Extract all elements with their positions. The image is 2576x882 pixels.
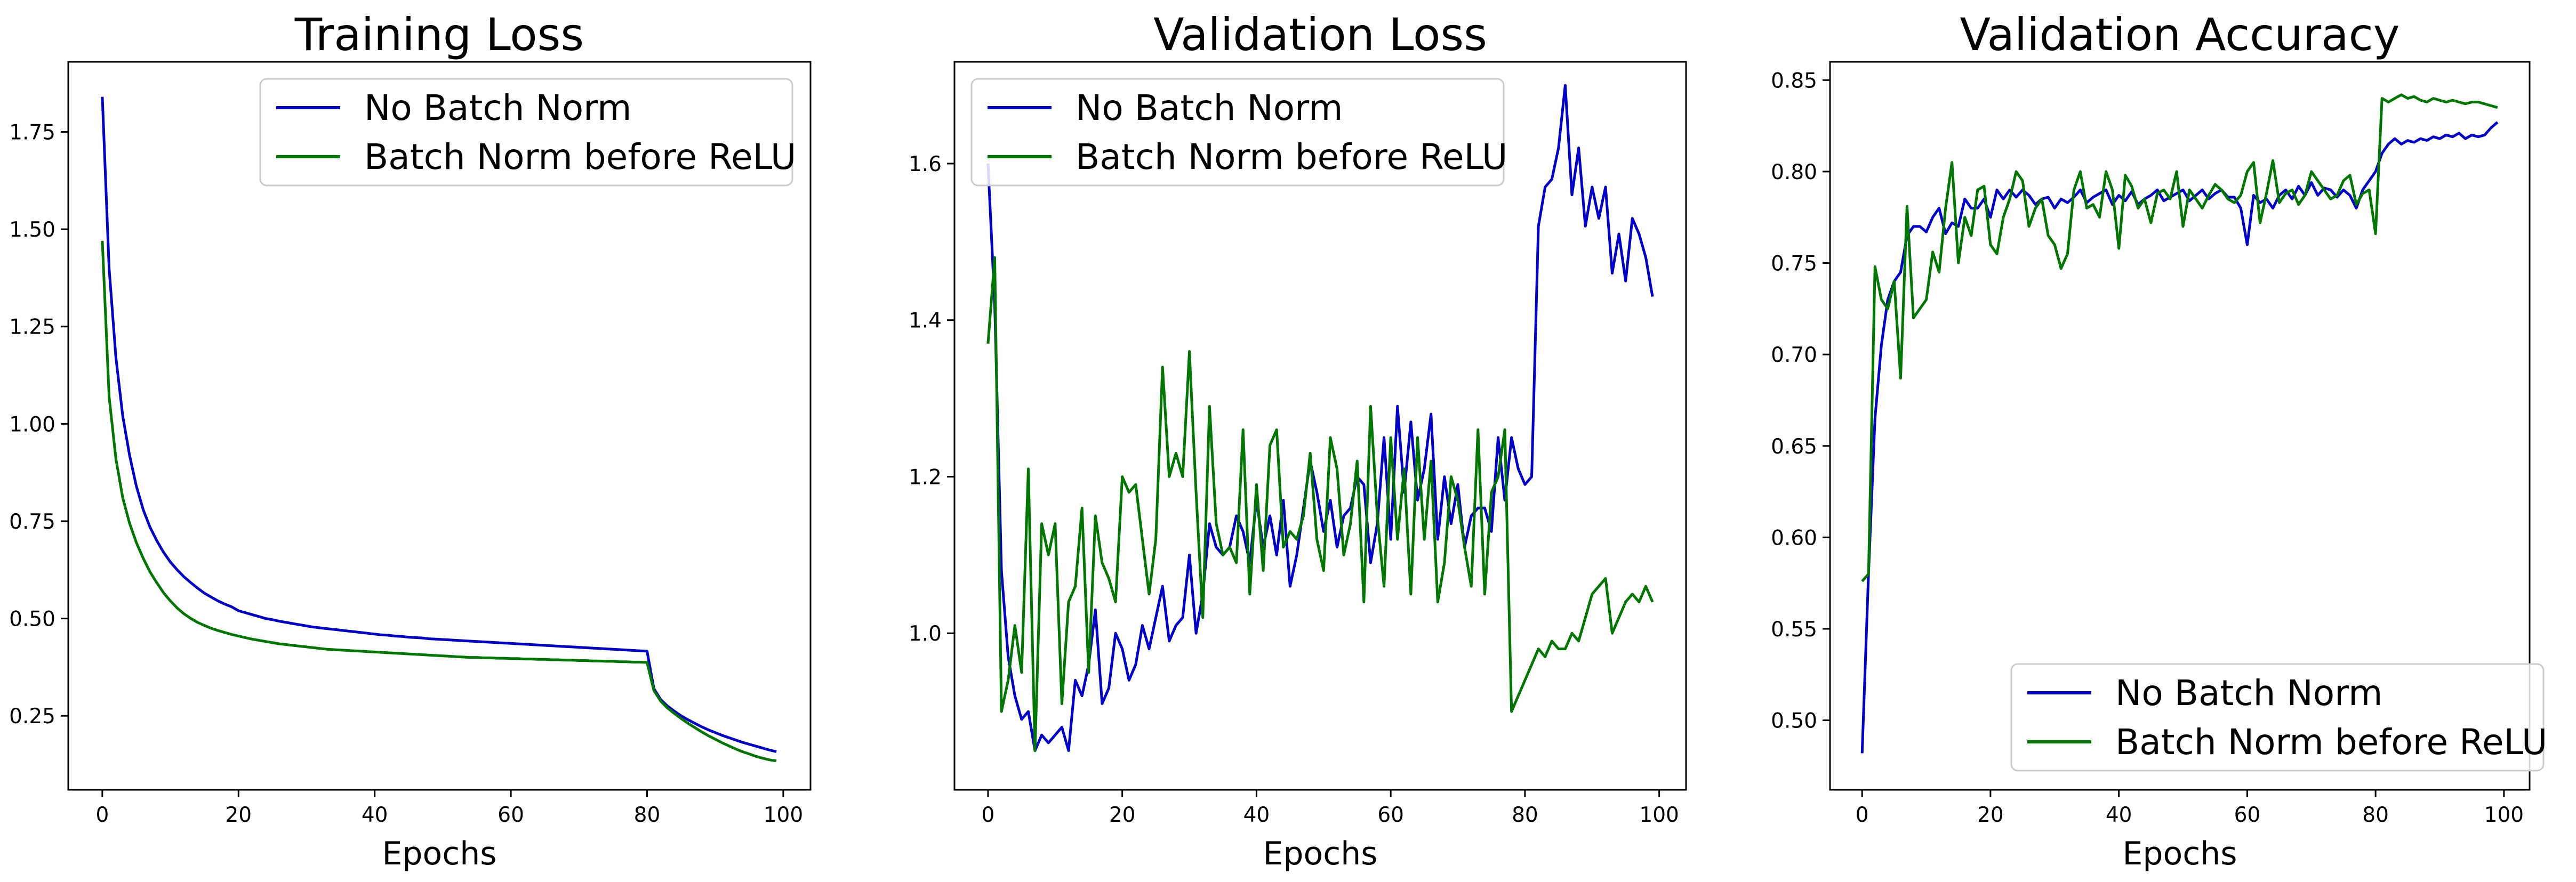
y-tick-label: 0.25 <box>9 705 55 729</box>
x-tick-label: 20 <box>225 803 252 827</box>
x-tick-label: 0 <box>982 803 995 827</box>
y-tick-label: 1.6 <box>909 152 942 176</box>
y-tick-label: 0.75 <box>1771 252 1817 276</box>
series-line-no-batch-norm <box>1860 121 2499 754</box>
y-tick-label: 0.75 <box>9 510 55 534</box>
series-line-batch-norm-before-relu <box>1861 93 2498 582</box>
x-tick-label: 80 <box>1512 803 1538 827</box>
x-tick-label: 0 <box>95 803 109 827</box>
y-tick-label: 1.50 <box>9 218 55 242</box>
chart-title: Validation Accuracy <box>1960 9 2400 61</box>
x-tick-label: 40 <box>1243 803 1270 827</box>
y-tick-label: 1.75 <box>9 120 55 144</box>
x-tick-label: 100 <box>1639 803 1679 827</box>
legend-label: No Batch Norm <box>2115 673 2382 714</box>
x-tick-label: 100 <box>2484 803 2524 827</box>
chart-title: Validation Loss <box>1153 9 1487 61</box>
x-axis-label: Epochs <box>2123 835 2237 872</box>
series-line-no-batch-norm <box>986 84 1654 752</box>
chart-panel-2: Validation Loss 0 20 40 60 80 100 1.0 1.2 1.4 1.6 E… <box>909 9 1687 872</box>
y-tick-label: 0.50 <box>9 608 55 632</box>
y-tick-label: 1.2 <box>909 465 942 489</box>
chart-panel-1: Training Loss 0 20 40 60 80 100 0.25 0.50 0.75 1.0… <box>9 9 812 872</box>
series-line-no-batch-norm <box>101 96 777 753</box>
x-tick-label: 60 <box>2234 803 2261 827</box>
x-axis-label: Epochs <box>1263 835 1378 872</box>
legend-label: Batch Norm before ReLU <box>2115 722 2547 763</box>
y-tick-label: 0.80 <box>1771 160 1817 184</box>
legend-box <box>2010 663 2545 772</box>
plot-frame <box>953 61 1687 791</box>
x-tick-label: 40 <box>2106 803 2132 827</box>
legend-label: No Batch Norm <box>1076 87 1343 128</box>
y-tick-label: 1.00 <box>9 412 55 436</box>
series-line-batch-norm-before-relu <box>101 240 777 763</box>
x-axis-label: Epochs <box>382 835 497 872</box>
plot-frame <box>67 61 812 791</box>
x-tick-label: 100 <box>764 803 803 827</box>
x-tick-label: 40 <box>362 803 388 827</box>
chart-panel-3: Validation Accuracy 0 20 40 60 80 100 0.50 0.55 0… <box>1771 9 2547 872</box>
x-tick-label: 80 <box>2362 803 2389 827</box>
x-tick-label: 0 <box>1856 803 1869 827</box>
series-line-batch-norm-before-relu <box>986 256 1654 752</box>
y-tick-label: 1.25 <box>9 315 55 339</box>
legend: No Batch Norm Batch Norm before ReLU <box>259 78 796 187</box>
y-tick-label: 0.65 <box>1771 435 1817 459</box>
plot-frame <box>1829 61 2531 791</box>
legend-label: No Batch Norm <box>364 87 631 128</box>
legend-box <box>970 78 1505 187</box>
legend-label: Batch Norm before ReLU <box>364 136 796 177</box>
x-tick-label: 60 <box>497 803 524 827</box>
legend: No Batch Norm Batch Norm before ReLU <box>2010 663 2547 772</box>
x-tick-label: 20 <box>1109 803 1136 827</box>
legend: No Batch Norm Batch Norm before ReLU <box>970 78 1507 187</box>
x-tick-label: 20 <box>1977 803 2004 827</box>
y-tick-label: 0.60 <box>1771 526 1817 550</box>
legend-box <box>259 78 793 187</box>
y-tick-label: 0.50 <box>1771 709 1817 733</box>
y-tick-label: 0.70 <box>1771 343 1817 367</box>
y-tick-label: 0.55 <box>1771 618 1817 642</box>
legend-label: Batch Norm before ReLU <box>1076 136 1507 177</box>
y-tick-label: 1.4 <box>909 309 942 333</box>
y-tick-label: 0.85 <box>1771 69 1817 93</box>
y-tick-label: 1.0 <box>909 622 942 646</box>
chart-title: Training Loss <box>294 9 584 61</box>
x-tick-label: 80 <box>634 803 661 827</box>
x-tick-label: 60 <box>1377 803 1404 827</box>
